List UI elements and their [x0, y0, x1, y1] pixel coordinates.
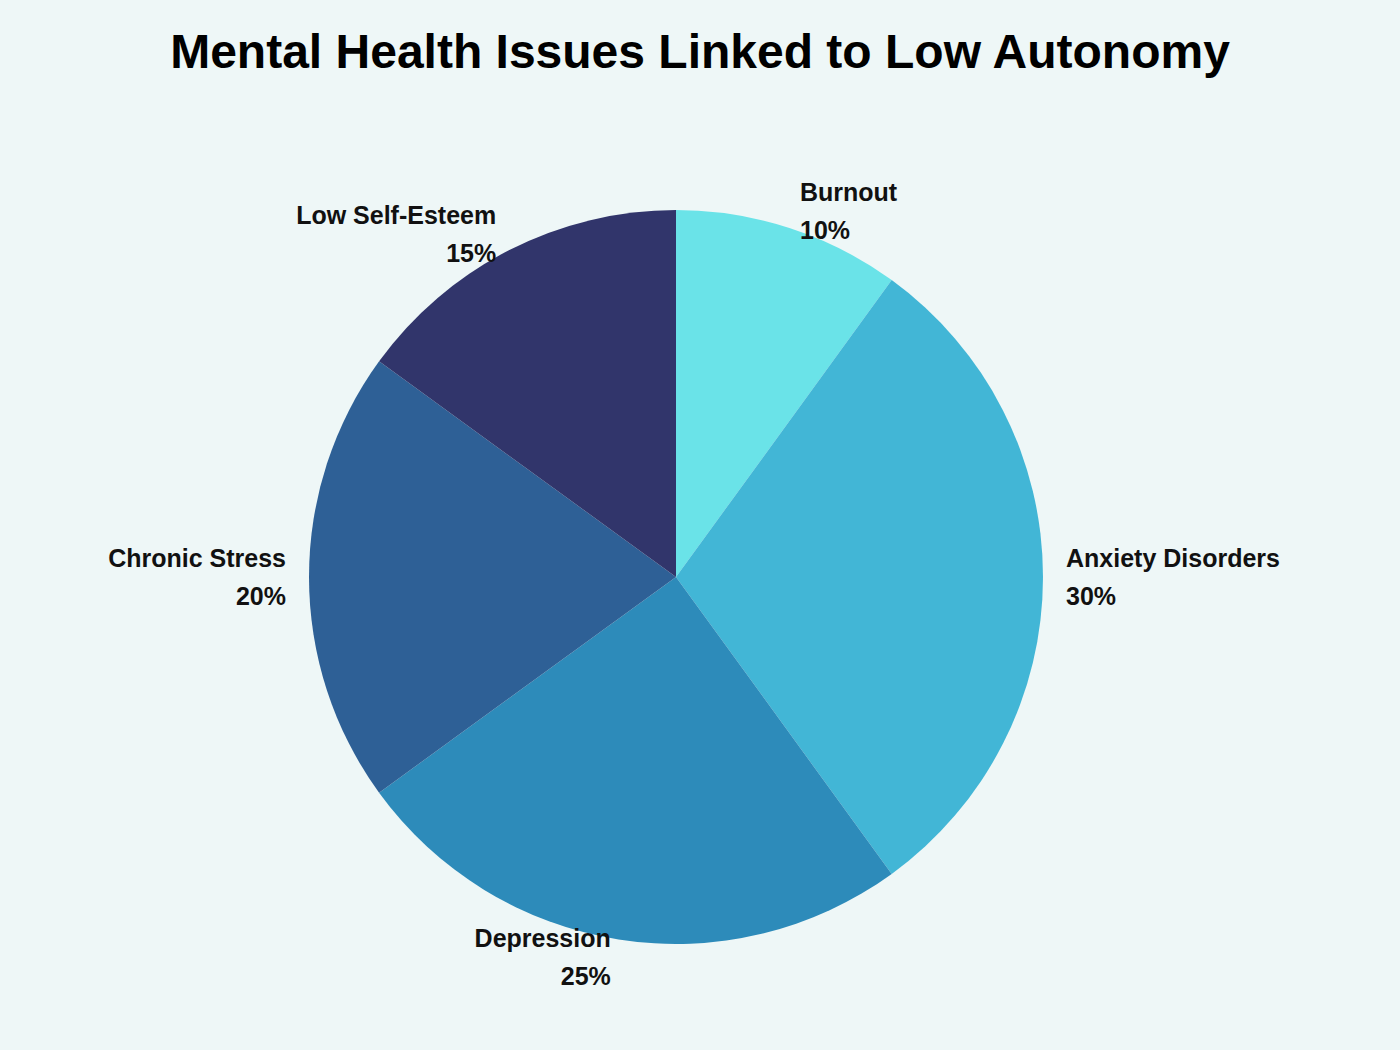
- svg-text:Depression: Depression: [475, 924, 611, 952]
- svg-text:30%: 30%: [1066, 582, 1116, 610]
- svg-text:20%: 20%: [236, 582, 286, 610]
- svg-text:Low Self-Esteem: Low Self-Esteem: [296, 201, 496, 229]
- svg-text:25%: 25%: [561, 962, 611, 990]
- svg-text:Burnout: Burnout: [800, 178, 898, 206]
- svg-text:10%: 10%: [800, 216, 850, 244]
- svg-text:15%: 15%: [446, 239, 496, 267]
- svg-text:Mental Health Issues Linked to: Mental Health Issues Linked to Low Auton…: [170, 25, 1230, 78]
- svg-text:Anxiety Disorders: Anxiety Disorders: [1066, 544, 1280, 572]
- svg-text:Chronic Stress: Chronic Stress: [108, 544, 286, 572]
